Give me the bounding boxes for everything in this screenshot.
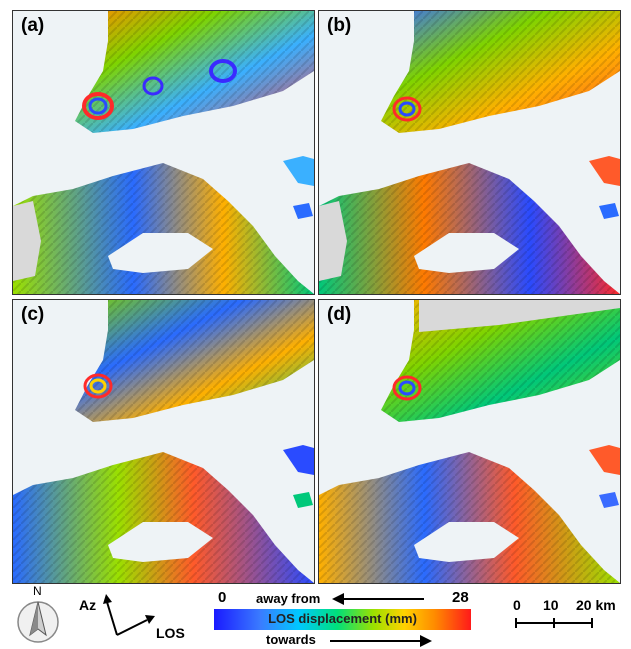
arrow-left-icon [332,593,424,605]
scale-tick-20: 20 km [576,597,616,613]
north-label: N [33,584,42,598]
los-label: LOS [156,625,185,641]
azimuth-label: Az [79,597,97,613]
panel-b: (b) [318,10,621,295]
insar-map-d [319,300,620,583]
insar-map-a [13,11,314,294]
north-arrow-icon [17,601,59,643]
scale-bar [515,618,593,628]
colorbar-title: LOS displacement (mm) [268,611,417,626]
panel-c: (c) [12,299,315,584]
scale-tick-10: 10 [543,597,559,613]
colorbar [214,609,471,630]
panel-d: (d) [318,299,621,584]
no-data-hillshade-north [419,300,620,332]
scale-tick-0: 0 [513,597,521,613]
panel-label-b: (b) [327,15,352,36]
colorbar-min-label: 0 [218,589,227,606]
towards-label: towards [266,632,316,647]
gulf [108,233,213,273]
insar-map-b [319,11,620,294]
insar-map-c [13,300,314,583]
no-data-hillshade [13,201,41,281]
arrow-right-icon [330,635,432,647]
panel-label-d: (d) [327,304,352,325]
panel-label-c: (c) [21,304,45,325]
away-from-label: away from [256,591,321,606]
colorbar-max-label: 28 [452,589,469,606]
panel-a: (a) [12,10,315,295]
panel-label-a: (a) [21,15,45,36]
satellite-geometry-icon [103,594,155,636]
